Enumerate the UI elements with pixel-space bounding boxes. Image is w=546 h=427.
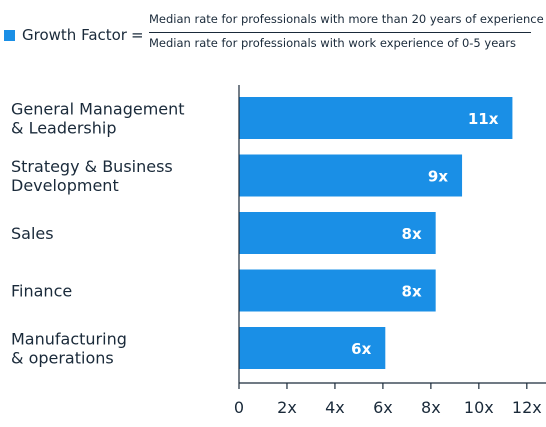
legend-label: Growth Factor bbox=[22, 26, 127, 44]
bar-value-label: 6x bbox=[351, 340, 371, 358]
bar-value-label: 11x bbox=[468, 110, 499, 128]
legend-equals: = bbox=[131, 26, 144, 44]
formula-denominator: Median rate for professionals with work … bbox=[149, 36, 517, 50]
bar-value-label: 8x bbox=[402, 225, 422, 243]
category-label: Sales bbox=[11, 224, 54, 243]
formula-numerator: Median rate for professionals with more … bbox=[149, 12, 544, 26]
x-tick-label: 6x bbox=[373, 398, 393, 417]
category-label: Manufacturing bbox=[11, 330, 127, 349]
category-label: Development bbox=[11, 176, 119, 195]
category-label: Strategy & Business bbox=[11, 157, 173, 176]
bar-value-label: 9x bbox=[428, 168, 448, 186]
category-label: & Leadership bbox=[11, 119, 117, 138]
x-tick-label: 4x bbox=[325, 398, 345, 417]
bar bbox=[239, 212, 436, 254]
category-label: & operations bbox=[11, 349, 114, 368]
x-tick-label: 12x bbox=[512, 398, 542, 417]
formula-fraction-line bbox=[149, 32, 531, 33]
x-tick-label: 10x bbox=[464, 398, 494, 417]
category-label: General Management bbox=[11, 100, 185, 119]
bar bbox=[239, 327, 386, 369]
legend-swatch bbox=[4, 30, 15, 41]
bar bbox=[239, 269, 436, 312]
category-label: Finance bbox=[11, 282, 72, 301]
legend: Growth Factor = Median rate for professi… bbox=[4, 8, 544, 52]
x-tick-label: 8x bbox=[421, 398, 441, 417]
bar-value-label: 8x bbox=[402, 283, 422, 301]
bar bbox=[239, 97, 513, 139]
bar bbox=[239, 154, 463, 197]
x-tick-label: 2x bbox=[277, 398, 297, 417]
x-tick-label: 0 bbox=[234, 398, 244, 417]
